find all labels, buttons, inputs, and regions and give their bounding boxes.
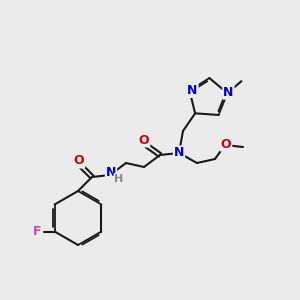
- Text: O: O: [74, 154, 84, 167]
- Text: N: N: [174, 146, 184, 160]
- Text: N: N: [223, 86, 234, 99]
- Text: O: O: [221, 137, 231, 151]
- Text: H: H: [114, 174, 124, 184]
- Text: N: N: [106, 167, 116, 179]
- Text: F: F: [33, 225, 42, 238]
- Text: O: O: [139, 134, 149, 146]
- Text: N: N: [187, 84, 198, 97]
